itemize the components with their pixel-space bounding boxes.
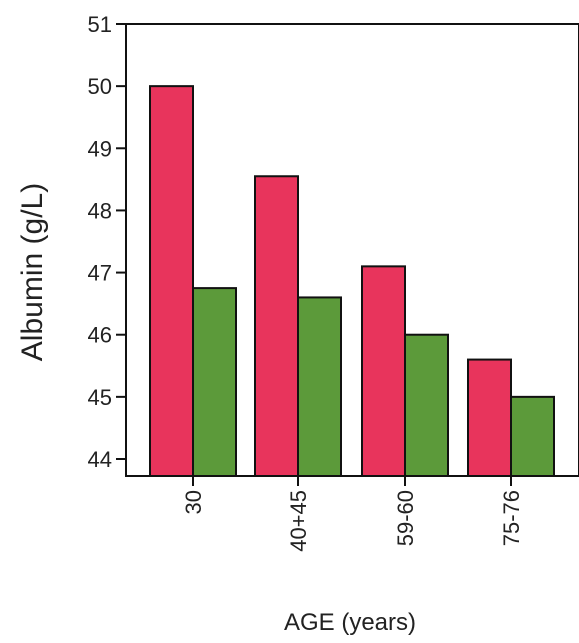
x-tick-label: 40+45 xyxy=(286,490,311,552)
x-tick-label: 30 xyxy=(181,490,206,514)
x-tick-label: 59-60 xyxy=(393,490,418,546)
plot-frame xyxy=(125,23,579,477)
y-tick-label: 47 xyxy=(88,261,112,286)
y-tick-label: 45 xyxy=(88,385,112,410)
y-tick-label: 49 xyxy=(88,136,112,161)
bar-59-60-series-2 xyxy=(404,333,449,478)
x-tick-label: 75-76 xyxy=(499,490,524,546)
bar-30-series-2 xyxy=(192,287,237,477)
y-tick-label: 48 xyxy=(88,198,112,223)
y-axis-ticks: 44 45 46 47 48 49 50 51 xyxy=(88,12,126,472)
bar-30-series-1 xyxy=(149,85,194,478)
bar-59-60-series-1 xyxy=(361,265,406,477)
y-axis-title: Albumin (g/L) xyxy=(16,183,49,361)
bar-75-76-series-2 xyxy=(510,395,555,478)
bar-40+45-series-2 xyxy=(297,296,342,477)
bars-group xyxy=(149,85,555,478)
x-axis-ticks: 30 40+45 59-60 75-76 xyxy=(181,476,524,552)
y-tick-label: 44 xyxy=(88,447,112,472)
bar-40+45-series-1 xyxy=(254,175,299,477)
plot-area xyxy=(125,23,579,477)
y-tick-label: 50 xyxy=(88,74,112,99)
y-tick-label: 46 xyxy=(88,323,112,348)
y-tick-label: 51 xyxy=(88,12,112,37)
bar-75-76-series-1 xyxy=(467,358,512,478)
x-axis-title: AGE (years) xyxy=(284,609,416,636)
